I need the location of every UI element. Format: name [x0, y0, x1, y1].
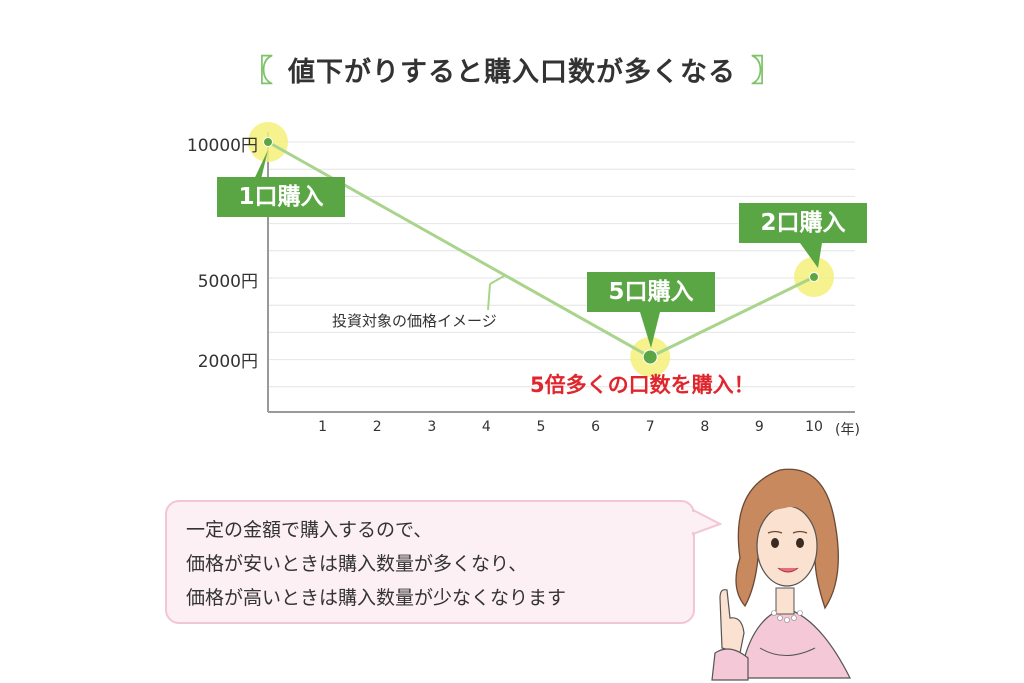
advisor-woman-illustration	[711, 468, 851, 681]
series-label: 投資対象の価格イメージ	[332, 312, 497, 330]
x-tick-label: 3	[427, 419, 437, 435]
x-tick-label: 5	[536, 419, 546, 435]
data-point-1	[642, 349, 658, 365]
title-bracket-right: 〗	[751, 54, 782, 89]
emphasis-text: 5倍多くの口数を購入！	[530, 373, 755, 397]
chart-title-row: 〖 値下がりすると購入口数が多くなる 〗	[0, 46, 1024, 90]
x-tick-label: 6	[591, 419, 601, 435]
series-label-leader-b	[487, 283, 491, 311]
speech-line-3: 価格が高いときは購入数量が少なくなります	[186, 587, 567, 609]
callout-1-unit: 1口購入	[217, 177, 345, 217]
x-tick-label: 4	[481, 419, 491, 435]
x-tick-label: 7	[645, 419, 655, 435]
speech-bubble	[165, 500, 695, 624]
data-point-2	[809, 272, 819, 282]
speech-line-2: 価格が安いときは購入数量が多くなり、	[186, 553, 528, 575]
series-label-leader-a	[489, 275, 505, 285]
x-tick-label: 1	[318, 419, 328, 435]
x-tick-label: 9	[754, 419, 764, 435]
speech-line-1: 一定の金額で購入するので、	[186, 519, 433, 541]
speech-text: 一定の金額で購入するので、 価格が安いときは購入数量が多くなり、 価格が高いとき…	[186, 513, 706, 615]
callout-5-units: 5口購入	[587, 272, 715, 312]
callout-2-units: 2口購入	[739, 203, 867, 243]
data-point-0	[263, 137, 273, 147]
y-tick-label-10000: 10000円	[186, 136, 258, 156]
callout-2-tail	[800, 243, 822, 268]
callout-5-tail	[640, 312, 660, 348]
x-tick-label: 2	[372, 419, 382, 435]
title-bracket-left: 〖	[242, 54, 273, 89]
y-tick-label-2000: 2000円	[197, 352, 258, 372]
y-tick-label-5000: 5000円	[197, 272, 258, 292]
chart-title: 値下がりすると購入口数が多くなる	[288, 57, 736, 88]
x-tick-label: 8	[700, 419, 710, 435]
x-unit-label: (年)	[835, 422, 860, 438]
x-tick-label: 10	[805, 419, 823, 435]
speech-bubble-tail	[688, 508, 722, 536]
